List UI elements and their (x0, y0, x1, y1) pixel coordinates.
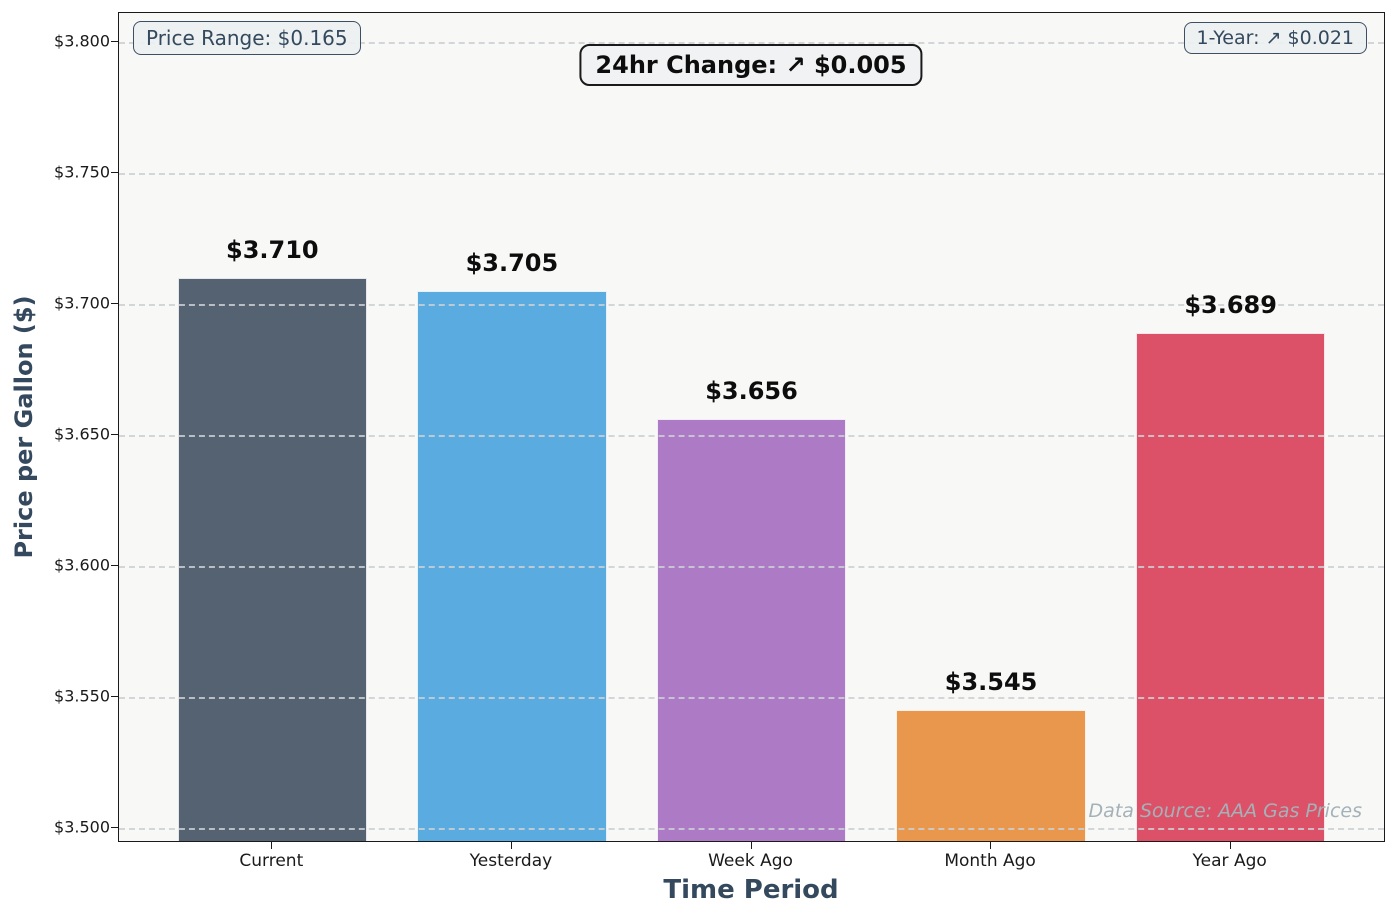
bar-year-ago (1136, 332, 1326, 841)
x-tick-label: Week Ago (708, 851, 793, 871)
bar-month-ago (896, 710, 1086, 841)
bar-current (177, 277, 367, 841)
gridline (119, 827, 1384, 830)
gridline (119, 565, 1384, 568)
x-tick-label: Year Ago (1192, 851, 1267, 871)
bar-value-label: $3.689 (1184, 290, 1277, 319)
y-tick-label: $3.600 (54, 555, 110, 575)
x-tick-label: Current (239, 851, 304, 871)
y-tick-mark (111, 695, 118, 697)
x-tick-mark (990, 842, 992, 849)
y-tick-mark (111, 826, 118, 828)
y-tick-label: $3.650 (54, 424, 110, 444)
one-year-change-badge: 1-Year: ↗ $0.021 (1183, 22, 1367, 54)
bar-value-label: $3.705 (465, 248, 559, 277)
y-tick-label: $3.550 (54, 686, 110, 706)
price-range-badge: Price Range: $0.165 (133, 21, 361, 55)
price-range-label: Price Range: $0.165 (146, 26, 348, 50)
x-axis-title: Time Period (663, 875, 839, 905)
gridline (119, 434, 1384, 437)
x-tick-mark (1229, 842, 1231, 849)
change-24hr-label: 24hr Change: ↗ $0.005 (595, 51, 907, 79)
bar-value-label: $3.710 (226, 235, 319, 264)
x-tick-mark (750, 842, 752, 849)
gridline (119, 41, 1384, 44)
bar-week-ago (656, 419, 847, 841)
y-tick-label: $3.750 (54, 162, 110, 182)
one-year-change-label: 1-Year: ↗ $0.021 (1196, 27, 1354, 49)
y-tick-label: $3.700 (54, 293, 110, 313)
plot-area: $3.710 $3.705 $3.656 $3.545 $3.689 (118, 12, 1385, 842)
x-tick-mark (510, 842, 512, 849)
gridline (119, 303, 1384, 306)
gridline (119, 172, 1384, 175)
x-tick-label: Month Ago (944, 851, 1036, 871)
gridline (119, 696, 1384, 699)
y-tick-mark (111, 564, 118, 566)
y-tick-mark (111, 40, 118, 42)
y-tick-mark (111, 171, 118, 173)
change-24hr-badge: 24hr Change: ↗ $0.005 (579, 44, 923, 86)
x-tick-mark (271, 842, 273, 849)
x-tick-label: Yesterday (469, 851, 553, 871)
bar-value-label: $3.545 (944, 668, 1038, 696)
y-axis-title: Price per Gallon ($) (10, 295, 38, 559)
y-tick-label: $3.500 (54, 817, 110, 837)
y-tick-mark (111, 433, 118, 435)
y-tick-label: $3.800 (54, 31, 110, 51)
y-tick-mark (111, 302, 118, 304)
data-source-note: Data Source: AAA Gas Prices (1088, 800, 1362, 822)
bar-value-label: $3.656 (705, 377, 798, 406)
